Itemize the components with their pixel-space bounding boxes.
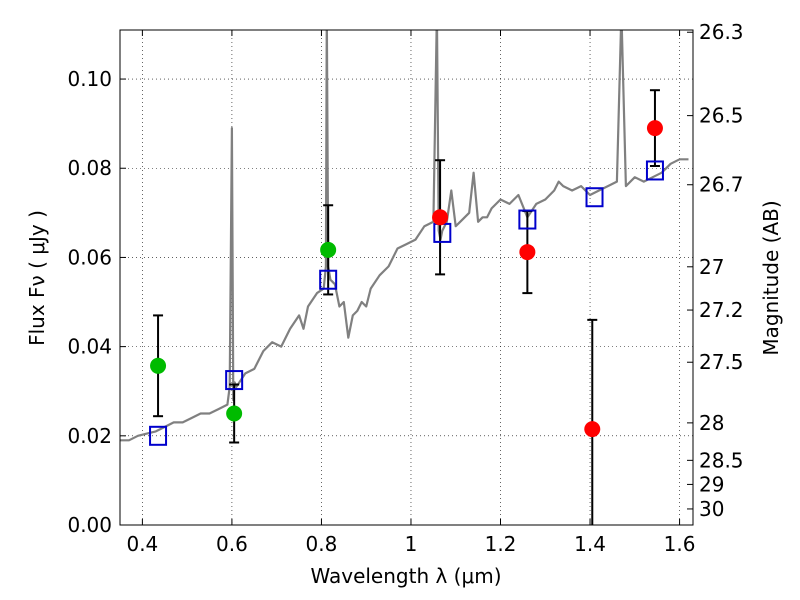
model-square-point xyxy=(645,160,664,181)
green-data-point xyxy=(226,405,243,422)
red-data-point xyxy=(584,421,601,438)
grid-lines xyxy=(120,30,693,526)
x-axis-ticks: 0.4 0.6 0.8 1 1.2 1.4 1.6 xyxy=(126,30,695,556)
right-tick-label: 27.5 xyxy=(699,350,744,374)
data-markers xyxy=(149,120,664,446)
x-tick-label: 0.8 xyxy=(306,532,338,556)
right-tick-label: 28.5 xyxy=(699,448,744,472)
x-axis-label: Wavelength λ (μm) xyxy=(310,564,501,588)
x-tick-label: 1.2 xyxy=(485,532,517,556)
x-tick-label: 1.6 xyxy=(664,532,696,556)
plot-area xyxy=(120,30,689,442)
model-square-point xyxy=(149,425,168,446)
right-tick-label: 28 xyxy=(699,411,724,435)
right-tick-label: 27 xyxy=(699,255,724,279)
right-tick-label: 27.2 xyxy=(699,298,744,322)
plot-frame xyxy=(119,29,694,526)
right-tick-label: 30 xyxy=(699,497,724,521)
x-tick-label: 0.4 xyxy=(126,532,158,556)
y-axis-label: Flux Fν ( μJy ) xyxy=(25,210,49,346)
model-square-point xyxy=(585,187,604,208)
y-tick-label: 0.06 xyxy=(67,245,112,269)
red-data-point xyxy=(519,244,536,261)
red-data-point xyxy=(432,209,449,226)
right-tick-label: 29 xyxy=(699,472,724,496)
error-bars xyxy=(153,89,660,525)
green-data-point xyxy=(320,241,337,258)
y-tick-label: 0.04 xyxy=(67,335,112,359)
x-tick-label: 1 xyxy=(405,532,418,556)
right-tick-label: 26.7 xyxy=(699,173,744,197)
y-axis-ticks: 0.00 0.02 0.04 0.06 0.08 0.10 xyxy=(67,67,126,537)
x-tick-label: 1.4 xyxy=(574,532,606,556)
y-tick-label: 0.10 xyxy=(67,67,112,91)
red-data-point xyxy=(646,120,663,137)
y-tick-label: 0.02 xyxy=(67,424,112,448)
model-square-point xyxy=(225,370,244,391)
spectrum-line xyxy=(120,30,689,442)
right-tick-label: 26.5 xyxy=(699,104,744,128)
model-square-point xyxy=(518,209,537,230)
model-square-point xyxy=(319,269,338,290)
right-tick-label: 26.3 xyxy=(699,20,744,44)
right-axis-label: Magnitude (AB) xyxy=(759,200,783,355)
y-tick-label: 0.08 xyxy=(67,156,112,180)
x-tick-label: 0.6 xyxy=(216,532,248,556)
green-data-point xyxy=(150,357,167,374)
y-tick-label: 0.00 xyxy=(67,513,112,537)
